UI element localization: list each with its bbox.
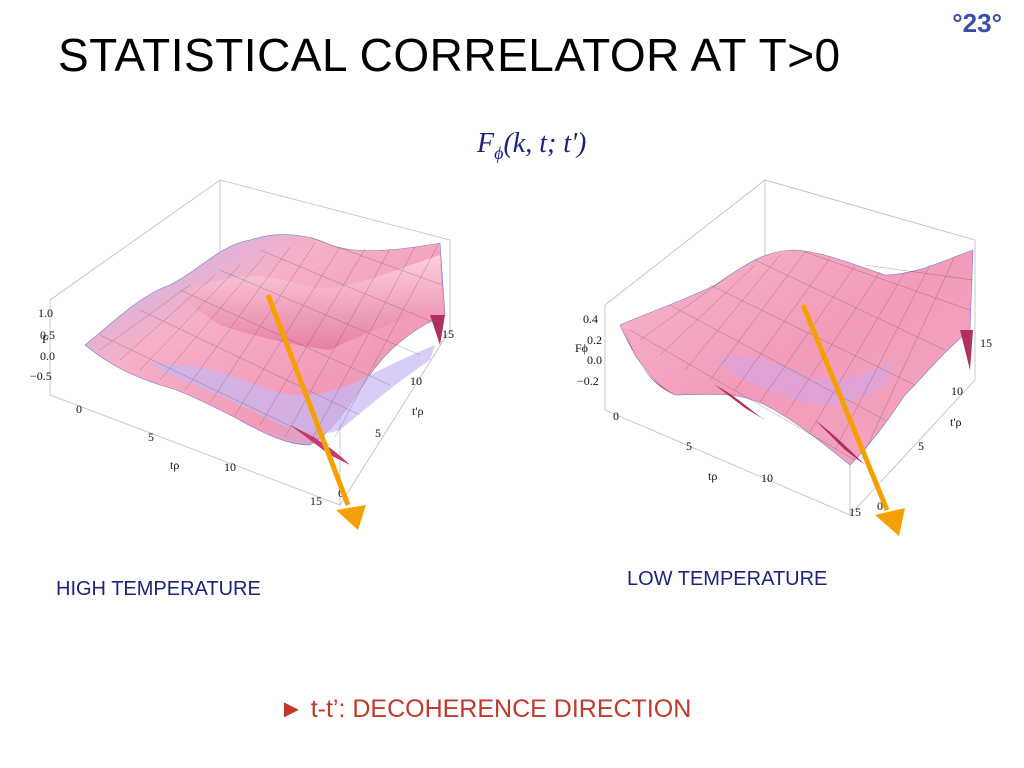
z-tick: 0.2 (587, 333, 602, 347)
z-axis: 1.0 0.5 0.0 −0.5 F (30, 306, 55, 383)
y-axis-label: t'ρ (950, 415, 961, 429)
surface-plot-low-svg: 0.4 0.2 0.0 −0.2 Fϕ 0 5 10 15 tρ 0 5 10 … (575, 179, 992, 536)
z-axis: 0.4 0.2 0.0 −0.2 Fϕ (575, 312, 602, 388)
y-tick: 5 (375, 426, 381, 440)
x-axis: 0 5 10 15 tρ (76, 402, 322, 508)
z-tick: −0.5 (30, 369, 52, 383)
correlator-surface (619, 249, 974, 466)
x-axis-label: tρ (170, 458, 179, 472)
y-axis: 0 5 10 15 t'ρ (338, 327, 454, 500)
z-tick: 0.5 (40, 328, 55, 342)
x-tick: 15 (310, 494, 322, 508)
decoherence-footnote: ► t-t’: DECOHERENCE DIRECTION (279, 695, 692, 723)
surface-plot-high-temperature: 1.0 0.5 0.0 −0.5 F 0 5 10 15 tρ 0 5 10 1… (30, 175, 500, 545)
y-tick: 10 (410, 374, 422, 388)
formula-name: F (477, 128, 495, 159)
z-axis-label: Fϕ (575, 341, 588, 355)
z-tick: 0.4 (583, 312, 598, 326)
formula-args: (k, t; t') (503, 128, 587, 159)
caption-low-temperature: LOW TEMPERATURE (627, 568, 828, 590)
z-tick: 1.0 (38, 306, 53, 320)
caption-high-temperature: HIGH TEMPERATURE (56, 578, 261, 600)
x-tick: 10 (761, 471, 773, 485)
decoherence-arrow (265, 294, 366, 530)
correlator-surface (84, 234, 446, 465)
y-tick: 5 (918, 439, 924, 453)
x-axis-label: tρ (708, 469, 717, 483)
y-tick: 0 (877, 499, 883, 513)
slide-number: °23° (952, 8, 1002, 38)
slide-title: STATISTICAL CORRELATOR AT T>0 (58, 29, 841, 81)
decoherence-arrow (800, 304, 905, 536)
x-axis: 0 5 10 15 tρ (613, 409, 861, 519)
x-tick: 0 (613, 409, 619, 423)
z-tick: −0.2 (577, 374, 599, 388)
y-tick: 15 (980, 336, 992, 350)
formula-subscript: ϕ (494, 143, 504, 163)
x-tick: 10 (224, 460, 236, 474)
correlator-formula: Fϕ(k, t; t') (477, 128, 586, 164)
y-tick: 10 (951, 384, 963, 398)
y-tick: 15 (442, 327, 454, 341)
x-tick: 0 (76, 402, 82, 416)
z-axis-label: F (42, 332, 49, 346)
x-tick: 15 (849, 505, 861, 519)
y-axis: 0 5 10 15 t'ρ (877, 336, 992, 513)
plot-box (604, 179, 976, 516)
surface-plot-high-svg: 1.0 0.5 0.0 −0.5 F 0 5 10 15 tρ 0 5 10 1… (30, 179, 454, 530)
z-tick: 0.0 (40, 349, 55, 363)
x-tick: 5 (148, 430, 154, 444)
surface-plot-low-temperature: 0.4 0.2 0.0 −0.2 Fϕ 0 5 10 15 tρ 0 5 10 … (565, 179, 1010, 550)
z-tick: 0.0 (587, 353, 602, 367)
x-tick: 5 (686, 439, 692, 453)
y-axis-label: t'ρ (412, 404, 423, 418)
